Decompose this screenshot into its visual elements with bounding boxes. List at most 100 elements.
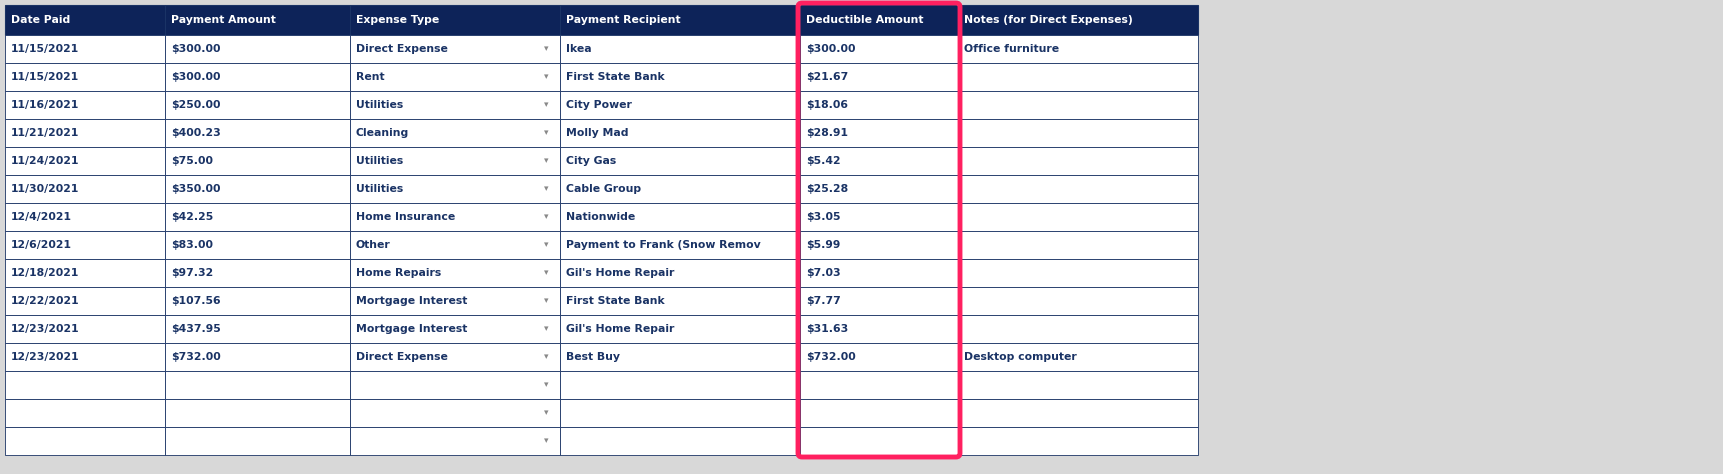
Bar	[5, 147, 165, 175]
Text: First State Bank: First State Bank	[565, 296, 665, 306]
Bar	[165, 147, 350, 175]
Text: $3.05: $3.05	[806, 212, 841, 222]
Bar	[165, 91, 350, 119]
Bar	[165, 63, 350, 91]
Bar	[5, 175, 165, 203]
Bar	[165, 35, 350, 63]
Text: $732.00: $732.00	[806, 352, 856, 362]
Bar	[958, 203, 1197, 231]
Bar	[560, 343, 799, 371]
Bar	[350, 119, 560, 147]
Text: ▾: ▾	[544, 73, 548, 82]
Text: $250.00: $250.00	[171, 100, 221, 110]
Bar	[958, 259, 1197, 287]
Text: Expense Type: Expense Type	[357, 15, 439, 25]
Text: Home Repairs: Home Repairs	[357, 268, 441, 278]
Bar	[799, 147, 958, 175]
Text: $7.77: $7.77	[806, 296, 841, 306]
Bar	[560, 315, 799, 343]
Bar	[165, 427, 350, 455]
Text: ▾: ▾	[544, 437, 548, 446]
Bar	[165, 315, 350, 343]
Text: Cable Group: Cable Group	[565, 184, 641, 194]
Bar	[560, 147, 799, 175]
Bar	[165, 231, 350, 259]
Text: $7.03: $7.03	[806, 268, 841, 278]
Text: 12/4/2021: 12/4/2021	[10, 212, 72, 222]
Text: $300.00: $300.00	[806, 44, 856, 54]
Bar	[958, 343, 1197, 371]
Bar	[958, 147, 1197, 175]
Text: ▾: ▾	[544, 45, 548, 54]
Bar	[799, 231, 958, 259]
Bar	[5, 259, 165, 287]
Bar	[165, 119, 350, 147]
Bar	[799, 343, 958, 371]
Bar	[560, 5, 799, 35]
Bar	[350, 371, 560, 399]
Bar	[350, 259, 560, 287]
Text: $75.00: $75.00	[171, 156, 214, 166]
Bar	[165, 399, 350, 427]
Bar	[799, 427, 958, 455]
Text: $107.56: $107.56	[171, 296, 221, 306]
Text: $5.99: $5.99	[806, 240, 841, 250]
Text: Utilities: Utilities	[357, 100, 403, 110]
Text: ▾: ▾	[544, 268, 548, 277]
Text: ▾: ▾	[544, 156, 548, 165]
Text: $28.91: $28.91	[806, 128, 848, 138]
Text: 12/18/2021: 12/18/2021	[10, 268, 79, 278]
Bar	[350, 147, 560, 175]
Bar	[350, 5, 560, 35]
Bar	[958, 119, 1197, 147]
Bar	[560, 63, 799, 91]
Bar	[350, 203, 560, 231]
Text: ▾: ▾	[544, 184, 548, 193]
Bar	[799, 287, 958, 315]
Text: 11/21/2021: 11/21/2021	[10, 128, 79, 138]
Text: $400.23: $400.23	[171, 128, 221, 138]
Text: Payment to Frank (Snow Remov: Payment to Frank (Snow Remov	[565, 240, 762, 250]
Bar	[350, 399, 560, 427]
Text: 11/16/2021: 11/16/2021	[10, 100, 79, 110]
Bar	[799, 175, 958, 203]
Text: Cleaning: Cleaning	[357, 128, 410, 138]
Text: $300.00: $300.00	[171, 72, 221, 82]
Text: 11/15/2021: 11/15/2021	[10, 44, 79, 54]
Bar	[560, 259, 799, 287]
Bar	[958, 175, 1197, 203]
Text: ▾: ▾	[544, 212, 548, 221]
Bar	[350, 63, 560, 91]
Bar	[350, 231, 560, 259]
Bar	[5, 63, 165, 91]
Bar	[560, 91, 799, 119]
Bar	[958, 371, 1197, 399]
Text: Deductible Amount: Deductible Amount	[806, 15, 924, 25]
Text: 11/24/2021: 11/24/2021	[10, 156, 79, 166]
Text: Payment Amount: Payment Amount	[171, 15, 276, 25]
Text: First State Bank: First State Bank	[565, 72, 665, 82]
Bar	[350, 91, 560, 119]
Bar	[958, 427, 1197, 455]
Text: Other: Other	[357, 240, 391, 250]
Bar	[799, 35, 958, 63]
Bar	[799, 119, 958, 147]
Text: $732.00: $732.00	[171, 352, 221, 362]
Bar	[350, 175, 560, 203]
Text: $25.28: $25.28	[806, 184, 848, 194]
Bar	[799, 399, 958, 427]
Text: City Gas: City Gas	[565, 156, 617, 166]
Bar	[5, 287, 165, 315]
Text: $300.00: $300.00	[171, 44, 221, 54]
Text: Home Insurance: Home Insurance	[357, 212, 455, 222]
Text: $5.42: $5.42	[806, 156, 841, 166]
Bar	[5, 5, 165, 35]
Bar	[165, 343, 350, 371]
Text: ▾: ▾	[544, 325, 548, 334]
Text: Gil's Home Repair: Gil's Home Repair	[565, 268, 674, 278]
Text: 12/6/2021: 12/6/2021	[10, 240, 72, 250]
Bar	[560, 35, 799, 63]
Text: $83.00: $83.00	[171, 240, 214, 250]
Text: ▾: ▾	[544, 100, 548, 109]
Text: Date Paid: Date Paid	[10, 15, 71, 25]
